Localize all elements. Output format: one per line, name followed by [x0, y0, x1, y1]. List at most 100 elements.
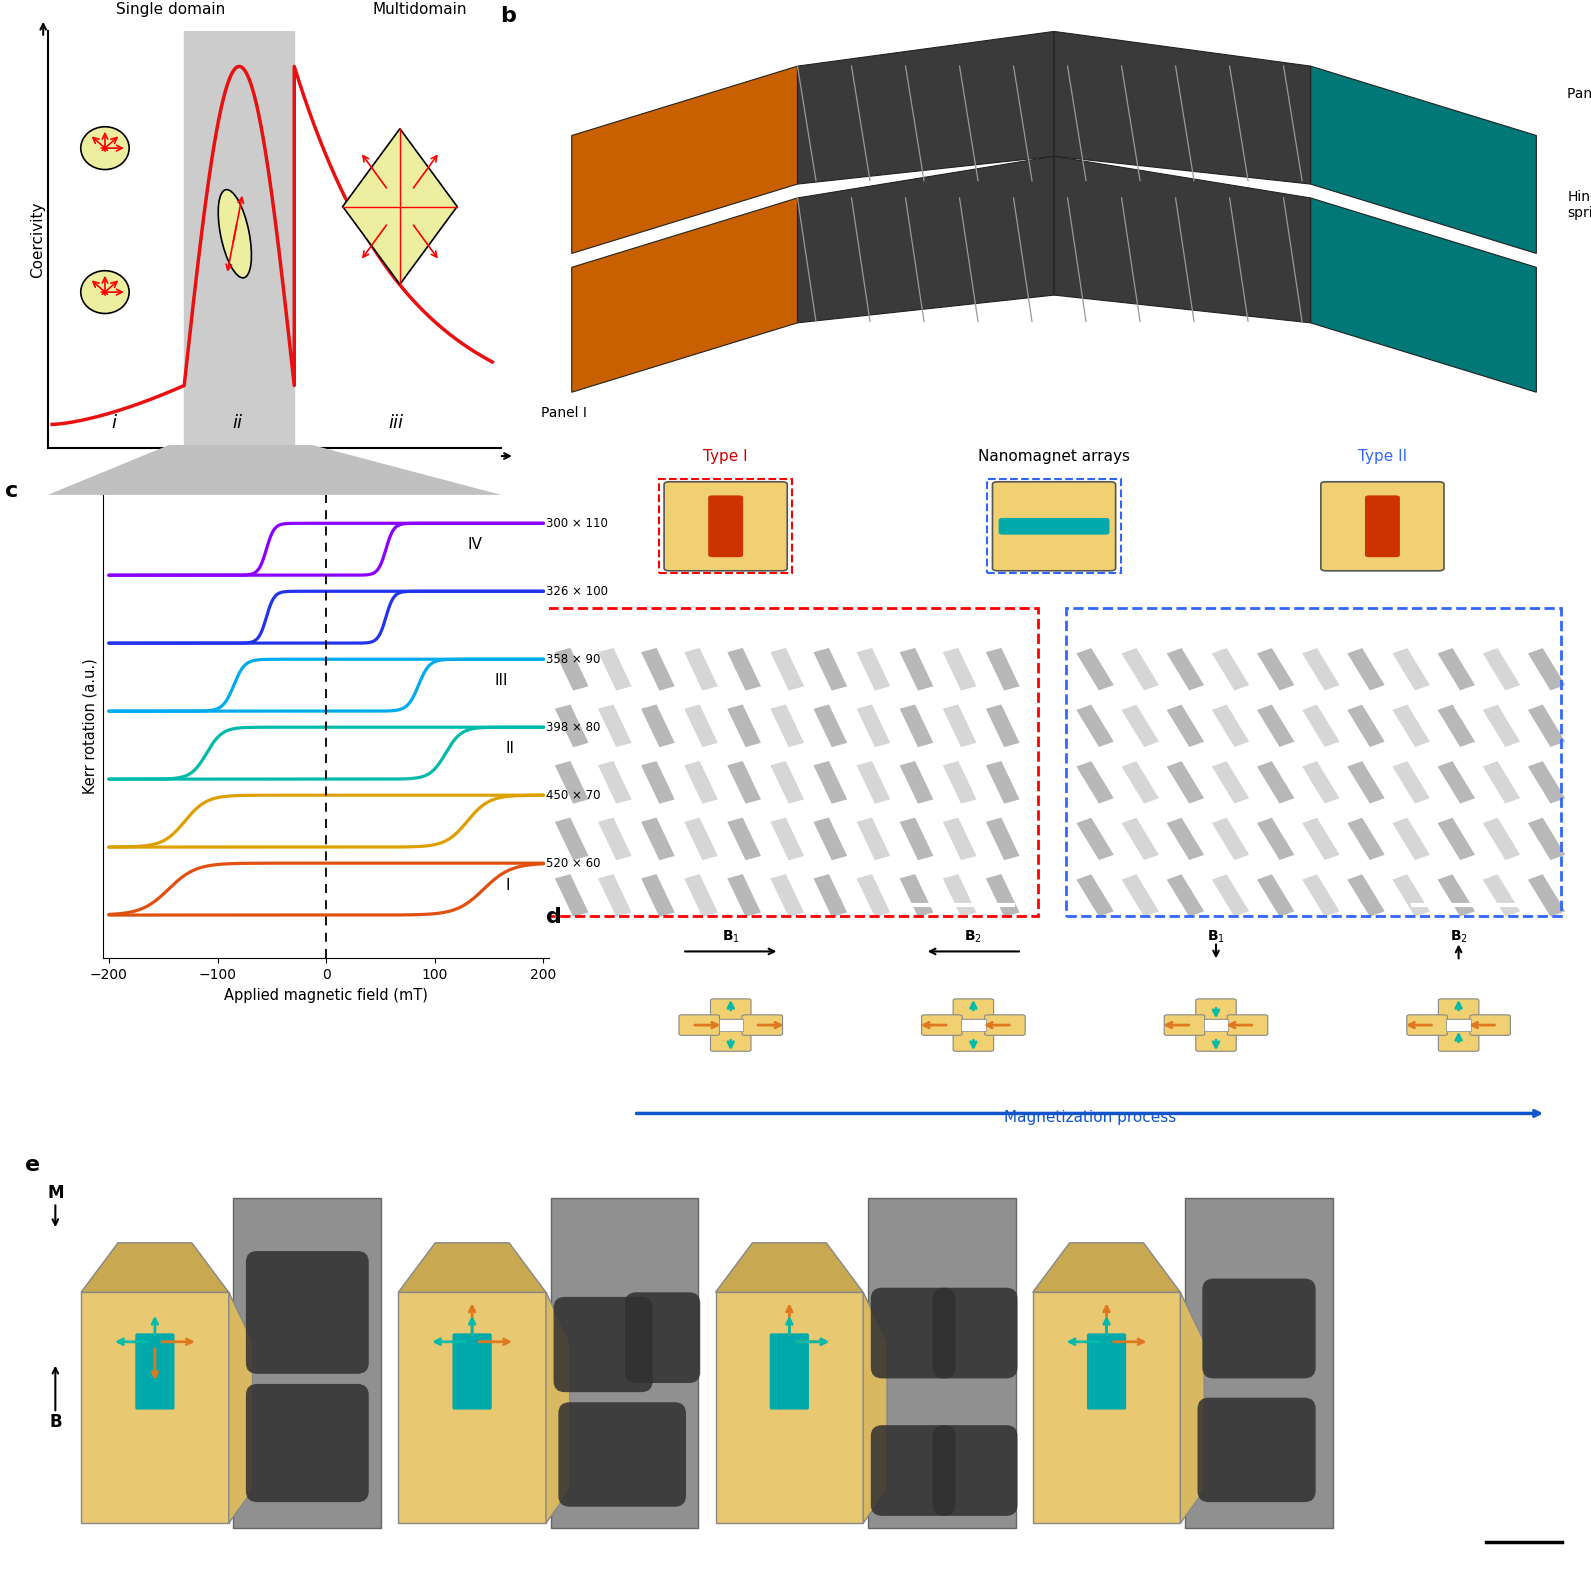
FancyBboxPatch shape: [452, 1334, 492, 1409]
Polygon shape: [598, 647, 632, 691]
Polygon shape: [1348, 705, 1384, 746]
Polygon shape: [1257, 818, 1295, 859]
FancyBboxPatch shape: [1196, 1031, 1236, 1051]
FancyBboxPatch shape: [708, 495, 743, 558]
Polygon shape: [1301, 649, 1340, 690]
FancyBboxPatch shape: [247, 1251, 369, 1373]
FancyBboxPatch shape: [869, 1199, 1015, 1527]
Polygon shape: [899, 704, 934, 748]
FancyBboxPatch shape: [1087, 1334, 1126, 1409]
Polygon shape: [1122, 705, 1158, 746]
Polygon shape: [1077, 705, 1114, 746]
Polygon shape: [571, 198, 797, 393]
Polygon shape: [899, 647, 934, 691]
Polygon shape: [1055, 157, 1311, 324]
Text: Type II: Type II: [1357, 449, 1406, 463]
Text: $\mathbf{B}_1$: $\mathbf{B}_1$: [722, 928, 740, 944]
Polygon shape: [398, 1243, 546, 1293]
Polygon shape: [1483, 762, 1519, 803]
Polygon shape: [684, 647, 718, 691]
Polygon shape: [555, 760, 589, 804]
Polygon shape: [797, 31, 1055, 184]
Polygon shape: [856, 817, 891, 861]
Polygon shape: [598, 817, 632, 861]
Polygon shape: [813, 760, 846, 804]
Polygon shape: [48, 445, 501, 495]
Polygon shape: [1392, 762, 1430, 803]
Polygon shape: [1301, 875, 1340, 916]
FancyBboxPatch shape: [719, 1020, 743, 1031]
Polygon shape: [1122, 649, 1158, 690]
Polygon shape: [555, 873, 589, 917]
FancyBboxPatch shape: [1470, 1015, 1510, 1035]
Polygon shape: [1077, 818, 1114, 859]
Polygon shape: [1166, 762, 1204, 803]
FancyBboxPatch shape: [663, 482, 788, 570]
FancyBboxPatch shape: [679, 1015, 719, 1035]
Polygon shape: [797, 157, 1055, 324]
Polygon shape: [1311, 198, 1537, 393]
Polygon shape: [1181, 1293, 1204, 1524]
Y-axis label: Kerr rotation (a.u.): Kerr rotation (a.u.): [83, 658, 99, 795]
FancyBboxPatch shape: [1204, 1020, 1228, 1031]
Polygon shape: [813, 817, 846, 861]
Polygon shape: [1212, 818, 1249, 859]
Polygon shape: [1392, 818, 1430, 859]
FancyBboxPatch shape: [1321, 482, 1445, 570]
Y-axis label: Coercivity: Coercivity: [30, 201, 45, 278]
Polygon shape: [986, 817, 1020, 861]
FancyBboxPatch shape: [135, 1334, 175, 1409]
Polygon shape: [943, 647, 977, 691]
Polygon shape: [813, 704, 846, 748]
Polygon shape: [1392, 649, 1430, 690]
Polygon shape: [684, 873, 718, 917]
X-axis label: Magnet size: Magnet size: [229, 451, 320, 465]
FancyBboxPatch shape: [870, 1288, 956, 1378]
FancyBboxPatch shape: [770, 1334, 808, 1409]
FancyBboxPatch shape: [953, 999, 994, 1020]
Polygon shape: [1348, 818, 1384, 859]
Polygon shape: [899, 873, 934, 917]
Text: c: c: [5, 481, 19, 501]
Polygon shape: [1438, 705, 1475, 746]
Text: $\mathbf{B}_1$: $\mathbf{B}_1$: [1208, 928, 1225, 944]
Polygon shape: [1527, 818, 1566, 859]
Polygon shape: [598, 873, 632, 917]
Polygon shape: [770, 873, 803, 917]
FancyBboxPatch shape: [921, 1015, 963, 1035]
Bar: [659, 479, 792, 573]
Polygon shape: [856, 647, 891, 691]
FancyBboxPatch shape: [961, 1020, 985, 1031]
Polygon shape: [555, 647, 589, 691]
Polygon shape: [727, 873, 760, 917]
Text: Multidomain: Multidomain: [372, 2, 466, 17]
Polygon shape: [1438, 762, 1475, 803]
FancyBboxPatch shape: [1033, 1293, 1181, 1524]
Polygon shape: [546, 1293, 570, 1524]
Polygon shape: [1166, 705, 1204, 746]
Polygon shape: [1348, 875, 1384, 916]
Text: Nanomagnet arrays: Nanomagnet arrays: [978, 449, 1130, 463]
Polygon shape: [856, 760, 891, 804]
Polygon shape: [1483, 875, 1519, 916]
Polygon shape: [770, 760, 803, 804]
FancyBboxPatch shape: [1365, 495, 1400, 558]
Text: III: III: [495, 672, 508, 688]
Polygon shape: [1166, 649, 1204, 690]
Polygon shape: [229, 1293, 253, 1524]
Polygon shape: [986, 760, 1020, 804]
FancyBboxPatch shape: [1438, 999, 1480, 1020]
FancyBboxPatch shape: [558, 1403, 686, 1507]
Text: M: M: [48, 1185, 64, 1202]
Polygon shape: [727, 817, 760, 861]
Polygon shape: [342, 129, 457, 284]
Text: Hinge
springs: Hinge springs: [1567, 190, 1591, 220]
Polygon shape: [1122, 762, 1158, 803]
Text: ii: ii: [232, 415, 242, 432]
Polygon shape: [571, 66, 797, 253]
Polygon shape: [684, 817, 718, 861]
Polygon shape: [1438, 649, 1475, 690]
Text: 300 × 110: 300 × 110: [546, 517, 608, 529]
Polygon shape: [813, 647, 846, 691]
Polygon shape: [1122, 875, 1158, 916]
